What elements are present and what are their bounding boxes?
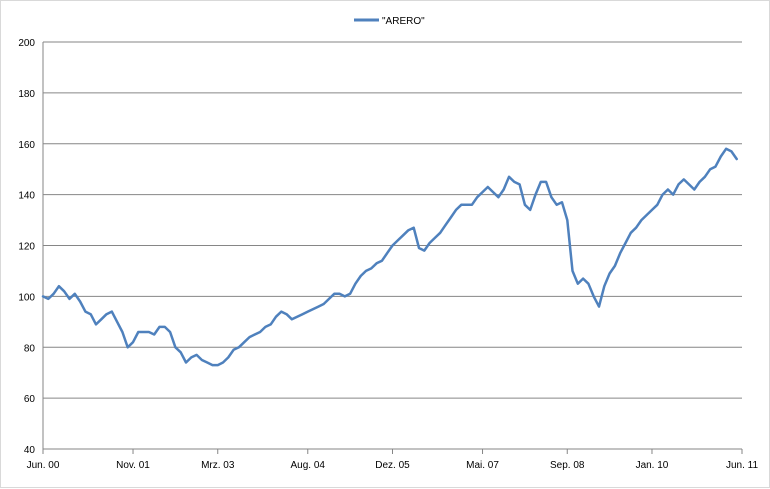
x-tick-label: Mai. 07 bbox=[466, 460, 499, 471]
x-tick-label: Sep. 08 bbox=[550, 460, 585, 471]
legend-entry: "ARERO" bbox=[382, 16, 425, 27]
x-tick-label: Jun. 00 bbox=[27, 460, 60, 471]
x-tick-label: Jan. 10 bbox=[636, 460, 669, 471]
y-tick-label: 180 bbox=[18, 89, 35, 100]
x-tick-label: Aug. 04 bbox=[291, 460, 326, 471]
series-line-arero bbox=[41, 147, 738, 367]
x-tick-label: Jun. 11 bbox=[726, 460, 758, 471]
y-tick-label: 160 bbox=[18, 140, 35, 151]
y-tick-label: 60 bbox=[24, 394, 36, 405]
y-tick-label: 80 bbox=[24, 343, 36, 354]
y-tick-label: 40 bbox=[24, 445, 36, 456]
legend: "ARERO" bbox=[354, 16, 425, 27]
x-tick-label: Dez. 05 bbox=[375, 460, 410, 471]
y-tick-label: 140 bbox=[18, 191, 35, 202]
y-tick-label: 120 bbox=[18, 242, 35, 253]
y-tick-label: 100 bbox=[18, 292, 35, 303]
y-axis-tick-labels: 40 60 80 100 120 140 160 180 200 bbox=[18, 38, 35, 456]
axes bbox=[42, 42, 743, 454]
x-tick-label: Nov. 01 bbox=[116, 460, 150, 471]
x-axis-tick-labels: Jun. 00 Nov. 01 Mrz. 03 Aug. 04 Dez. 05 Mai. … bbox=[27, 460, 759, 471]
gridlines bbox=[43, 41, 742, 399]
series-lines bbox=[41, 147, 738, 367]
x-tick-label: Mrz. 03 bbox=[201, 460, 235, 471]
y-tick-label: 200 bbox=[18, 38, 35, 49]
